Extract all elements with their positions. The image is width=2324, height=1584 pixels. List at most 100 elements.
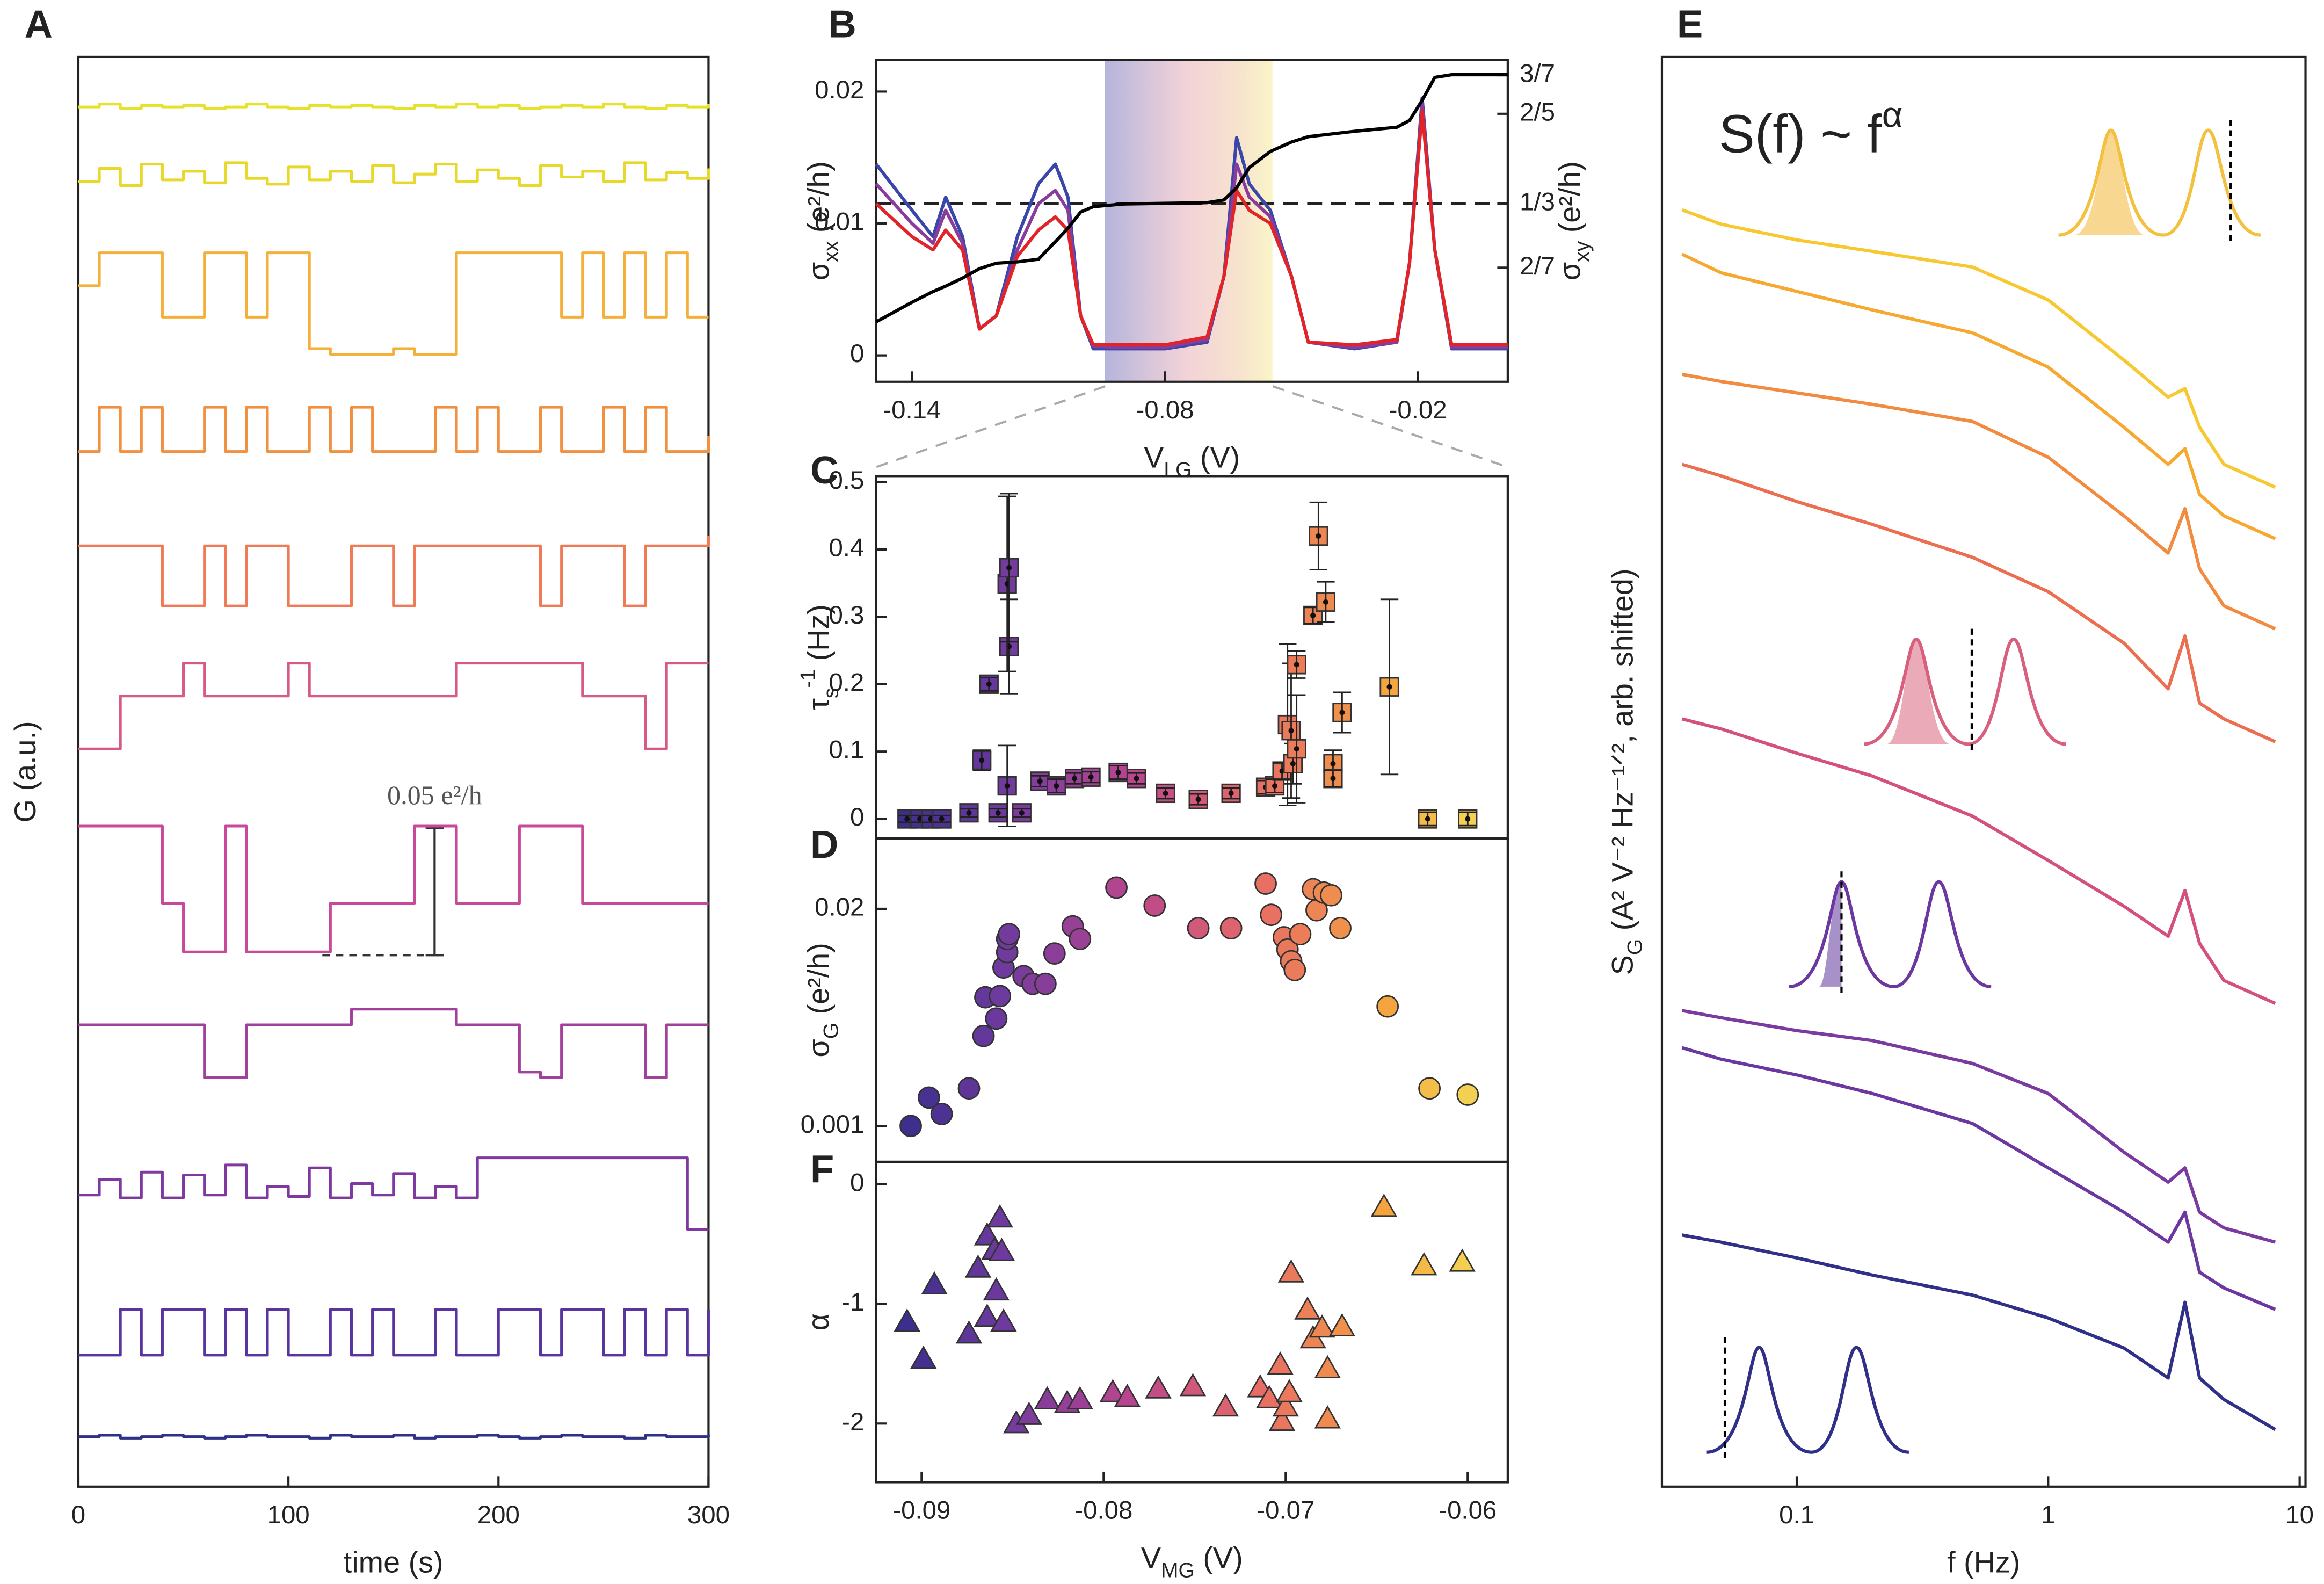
marker (1143, 894, 1166, 917)
x-axis-label: f (Hz) (1947, 1545, 2020, 1579)
marker (1370, 1193, 1398, 1217)
label-part: (e²/h) (802, 943, 835, 1023)
data-line (1681, 717, 2276, 1005)
x-tick-label: 100 (267, 1501, 310, 1529)
marker (1187, 917, 1210, 939)
y-tick-label: 0.5 (829, 466, 864, 495)
highlight-band (1105, 60, 1273, 382)
y-tick-label: 0.1 (829, 736, 864, 764)
axes-box (77, 55, 710, 1488)
marker (1145, 1375, 1172, 1399)
marker (1043, 942, 1066, 965)
marker-center (1004, 783, 1010, 789)
label-part: (e²/h) (1553, 161, 1586, 241)
marker-center (995, 810, 1001, 816)
marker (998, 923, 1020, 946)
axes-box (875, 475, 1509, 840)
data-line (78, 251, 709, 356)
y-tick-label: -1 (841, 1288, 864, 1317)
data-line (78, 406, 710, 453)
x-tick-label: 10 (2285, 1501, 2314, 1529)
marker-center (1465, 816, 1471, 822)
label-part: S (1606, 955, 1639, 975)
label-part: -1 (796, 669, 819, 688)
marker (1268, 1407, 1296, 1431)
y-tick-label: 0.02 (815, 76, 864, 104)
marker-center (1339, 710, 1345, 715)
x-tick-label: 300 (687, 1501, 730, 1529)
label-part: LG (1164, 459, 1192, 482)
scale-bar-label: 0.05 e²/h (387, 780, 482, 810)
annotation: S(f) ~ fα (1719, 95, 1903, 164)
marker-center (1272, 783, 1277, 789)
y-tick-label: 0.2 (829, 668, 864, 697)
marker-center (1134, 776, 1139, 782)
data-line (78, 824, 709, 953)
marker-center (1006, 565, 1012, 570)
label-part: s (819, 688, 843, 699)
marker-center (1310, 612, 1316, 618)
marker (1277, 1259, 1305, 1283)
marker-center (966, 810, 972, 816)
data-line (78, 161, 710, 187)
marker-center (1054, 783, 1059, 789)
y-tick-label: 0 (850, 803, 864, 831)
data-line (1681, 208, 2276, 489)
marker (985, 1007, 1008, 1030)
marker (930, 1103, 953, 1125)
marker-center (1330, 761, 1336, 766)
marker (1256, 1385, 1283, 1408)
x-tick-label: 0 (71, 1501, 85, 1529)
x-tick-label: -0.08 (1136, 396, 1194, 424)
label-part: xy (1571, 241, 1594, 262)
y-tick-label: 0.02 (815, 893, 864, 921)
marker-center (1228, 790, 1234, 796)
marker-center (1088, 774, 1094, 780)
marker (1276, 1379, 1303, 1402)
marker (1179, 1373, 1207, 1397)
y-tick-label: 0.001 (801, 1110, 865, 1139)
label-part: (Hz) (802, 604, 835, 669)
marker (1114, 1384, 1141, 1407)
data-line (1681, 252, 2276, 540)
axes-box (875, 837, 1509, 1163)
marker (899, 1115, 922, 1138)
marker (1034, 972, 1057, 995)
data-line (78, 1434, 710, 1440)
label-part: (V) (1192, 440, 1240, 474)
data-line (1681, 372, 2276, 631)
label-part: G (1623, 939, 1646, 955)
y-tick-label: 0 (850, 339, 864, 368)
annotation-sup: α (1882, 95, 1903, 135)
marker-center (1386, 684, 1392, 690)
marker (1320, 884, 1342, 907)
x-tick-label: 0.1 (1779, 1501, 1814, 1529)
marker (1376, 995, 1399, 1018)
y-axis-label: SG (A² V⁻² Hz⁻¹ᐟ², arb. shifted) (1606, 568, 1646, 975)
data-line (875, 110, 1508, 347)
data-line (1681, 462, 2276, 743)
data-line (1681, 1233, 2276, 1431)
marker-center (1195, 797, 1201, 802)
marker (983, 1277, 1010, 1301)
marker (921, 1271, 948, 1294)
marker-center (1294, 662, 1299, 668)
label-part: G (819, 1023, 843, 1039)
marker (1219, 917, 1243, 939)
panel-label: B (828, 2, 856, 46)
marker (1283, 958, 1306, 981)
label-part: (e²/h) (802, 161, 835, 241)
label-part: σ (802, 1039, 835, 1057)
data-line (78, 103, 710, 110)
y-tick-label: 0 (850, 1168, 864, 1197)
marker-center (1115, 770, 1121, 776)
marker (1309, 1314, 1335, 1338)
marker-center (1290, 761, 1296, 766)
marker (1034, 1386, 1061, 1409)
marker (1314, 1405, 1341, 1429)
y2-tick-label: 2/7 (1520, 252, 1555, 280)
marker (1099, 1379, 1126, 1402)
annotation-text: S(f) ~ f (1719, 104, 1883, 164)
marker (1328, 1313, 1356, 1336)
x-axis-label: time (s) (344, 1545, 444, 1579)
